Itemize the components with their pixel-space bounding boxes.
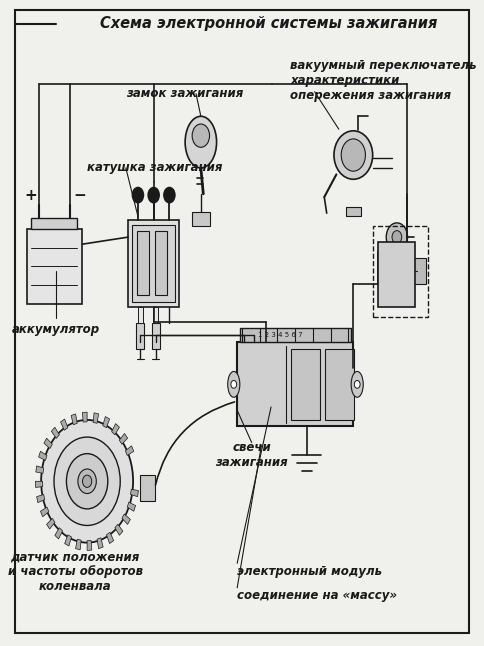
Circle shape [192, 124, 210, 147]
Polygon shape [55, 528, 62, 539]
Polygon shape [41, 507, 49, 517]
Circle shape [66, 453, 108, 509]
Polygon shape [39, 452, 47, 461]
Bar [27, 229, 82, 304]
Circle shape [148, 187, 160, 203]
Circle shape [392, 231, 402, 244]
Bar [153, 307, 158, 323]
Text: +: + [24, 188, 37, 203]
Bar [138, 307, 143, 323]
Polygon shape [122, 514, 130, 525]
Text: катушка зажигания: катушка зажигания [87, 162, 223, 174]
Polygon shape [71, 414, 77, 425]
Bar [325, 349, 354, 420]
Circle shape [354, 380, 360, 388]
Polygon shape [125, 446, 134, 455]
Bar [192, 212, 210, 226]
Polygon shape [119, 433, 128, 444]
Polygon shape [37, 494, 45, 503]
Bar [240, 328, 351, 342]
Polygon shape [127, 502, 136, 511]
Circle shape [78, 469, 96, 494]
Text: вакуумный переключатель
характеристики
опережения зажигания: вакуумный переключатель характеристики о… [290, 59, 477, 102]
Bar [31, 218, 77, 229]
Polygon shape [106, 532, 114, 543]
Text: соединение на «массу»: соединение на «массу» [237, 589, 397, 602]
Circle shape [41, 420, 133, 543]
Polygon shape [76, 539, 81, 550]
Ellipse shape [227, 371, 240, 397]
Circle shape [132, 187, 144, 203]
Circle shape [82, 475, 91, 487]
Bar [290, 349, 319, 420]
Polygon shape [36, 466, 44, 474]
Polygon shape [82, 412, 87, 422]
Polygon shape [44, 438, 52, 448]
Polygon shape [46, 518, 55, 529]
Bar [140, 475, 155, 501]
Polygon shape [65, 535, 72, 546]
Polygon shape [87, 541, 92, 550]
Polygon shape [97, 537, 103, 548]
Bar [132, 225, 175, 302]
Circle shape [163, 187, 176, 203]
Bar [346, 207, 361, 216]
Bar [152, 323, 160, 349]
Polygon shape [112, 424, 120, 435]
Bar [137, 231, 149, 295]
Polygon shape [60, 419, 68, 430]
Text: аккумулятор: аккумулятор [12, 323, 100, 336]
Bar [373, 226, 428, 317]
Polygon shape [35, 481, 43, 488]
Text: замок зажигания: замок зажигания [126, 87, 243, 100]
Text: датчик положения
и частоты оборотов
коленвала: датчик положения и частоты оборотов коле… [8, 550, 142, 593]
Ellipse shape [351, 371, 363, 397]
Text: свечи
зажигания: свечи зажигания [215, 441, 288, 470]
Circle shape [54, 437, 120, 525]
Text: 1 2 3 4 5 6 7: 1 2 3 4 5 6 7 [258, 332, 302, 339]
Text: Схема электронной системы зажигания: Схема электронной системы зажигания [100, 16, 438, 31]
Ellipse shape [185, 116, 216, 168]
Bar [414, 258, 426, 284]
Polygon shape [103, 417, 109, 428]
Bar [237, 342, 353, 426]
Polygon shape [93, 413, 99, 423]
Text: электронный модуль: электронный модуль [237, 565, 382, 578]
Circle shape [386, 223, 408, 251]
Polygon shape [115, 524, 123, 536]
Bar [155, 231, 167, 295]
Polygon shape [51, 427, 60, 439]
Bar [378, 242, 415, 307]
Polygon shape [131, 489, 138, 497]
Ellipse shape [334, 130, 373, 179]
Circle shape [341, 139, 365, 171]
Bar [128, 220, 179, 307]
Circle shape [231, 380, 237, 388]
Bar [136, 323, 144, 349]
Text: −: − [74, 188, 86, 203]
